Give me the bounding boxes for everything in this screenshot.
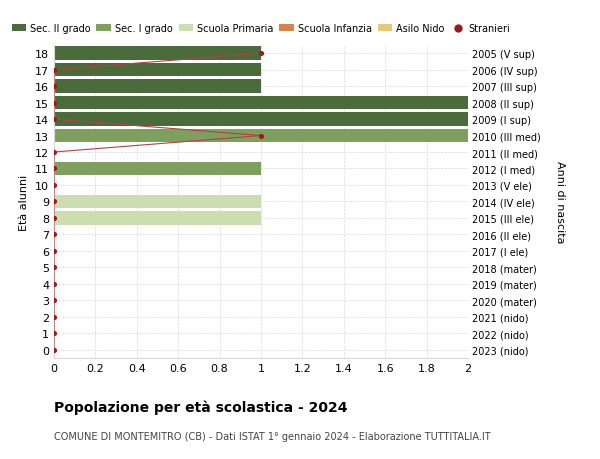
Point [49, 116, 59, 123]
Bar [54, 80, 261, 94]
Point [49, 280, 59, 288]
Point [49, 149, 59, 157]
Bar [54, 64, 261, 77]
Text: COMUNE DI MONTEMITRO (CB) - Dati ISTAT 1° gennaio 2024 - Elaborazione TUTTITALIA: COMUNE DI MONTEMITRO (CB) - Dati ISTAT 1… [54, 431, 491, 442]
Bar [54, 212, 261, 225]
Point [49, 83, 59, 90]
Point [49, 231, 59, 239]
Point [49, 215, 59, 222]
Bar [54, 162, 261, 176]
Point [49, 165, 59, 173]
Legend: Sec. II grado, Sec. I grado, Scuola Primaria, Scuola Infanzia, Asilo Nido, Stran: Sec. II grado, Sec. I grado, Scuola Prim… [8, 20, 514, 38]
Point [49, 247, 59, 255]
Bar [54, 113, 468, 127]
Y-axis label: Età alunni: Età alunni [19, 174, 29, 230]
Bar [54, 195, 261, 209]
Bar [54, 97, 468, 110]
Bar [54, 129, 468, 143]
Y-axis label: Anni di nascita: Anni di nascita [555, 161, 565, 243]
Point [49, 313, 59, 321]
Point [49, 264, 59, 271]
Text: Popolazione per età scolastica - 2024: Popolazione per età scolastica - 2024 [54, 399, 347, 414]
Point [49, 346, 59, 353]
Point [49, 100, 59, 107]
Point [49, 330, 59, 337]
Point [49, 297, 59, 304]
Point [256, 133, 266, 140]
Point [49, 182, 59, 189]
Point [49, 198, 59, 206]
Point [49, 67, 59, 74]
Bar [54, 47, 261, 61]
Point [256, 50, 266, 58]
